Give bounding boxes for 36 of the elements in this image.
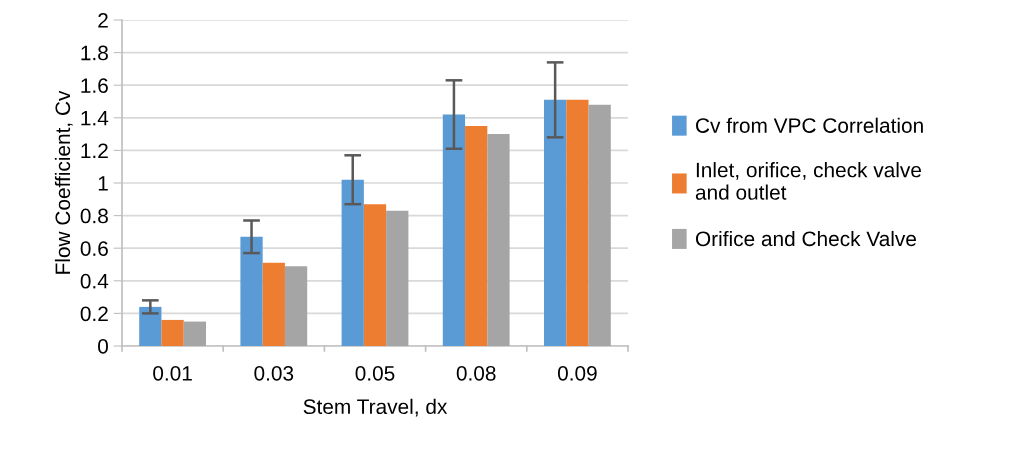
y-tick-label: 0.6 <box>80 241 108 256</box>
bar <box>442 114 466 346</box>
x-tick-label: 0.09 <box>557 365 597 381</box>
y-tick-label: 1.8 <box>81 45 108 61</box>
x-tick-label: 0.08 <box>456 365 496 381</box>
bar <box>588 104 611 346</box>
x-tick-label: 0.01 <box>153 365 192 381</box>
y-tick-label: 0 <box>98 339 108 354</box>
bar <box>284 266 308 346</box>
y-axis-title: Flow Coefficient, Cv <box>54 90 73 274</box>
y-tick-label: 0.4 <box>80 273 109 289</box>
x-tick-label: 0.03 <box>254 365 294 381</box>
legend-label: Orifice and Check Valve <box>695 230 916 247</box>
y-tick-label: 1.6 <box>81 78 108 93</box>
bar <box>487 134 510 346</box>
bar <box>386 210 409 346</box>
bar <box>183 321 206 346</box>
bar <box>240 236 263 346</box>
bar <box>262 262 285 346</box>
bar <box>544 99 567 346</box>
y-tick-label: 2 <box>98 13 108 28</box>
x-axis-title: Stem Travel, dx <box>303 398 448 417</box>
legend-label: Cv from VPC Correlation <box>696 117 923 133</box>
x-tick-label: 0.05 <box>355 365 395 381</box>
bar <box>341 179 364 346</box>
y-tick-label: 0.8 <box>80 208 108 224</box>
legend-label: Inlet, orifice, check valve and outlet <box>695 162 921 200</box>
y-tick-label: 0.2 <box>80 306 108 322</box>
y-tick-label: 1.4 <box>81 111 109 126</box>
y-tick-label: 1.2 <box>81 143 108 158</box>
bar <box>139 306 162 346</box>
bar <box>363 204 387 346</box>
bar <box>566 99 589 346</box>
bar <box>161 319 184 346</box>
y-tick-label: 1 <box>98 176 108 191</box>
bar <box>465 125 488 346</box>
